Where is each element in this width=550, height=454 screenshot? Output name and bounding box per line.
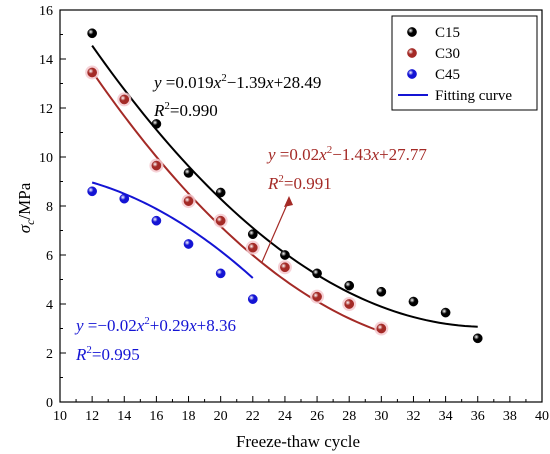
legend-marker-c30 bbox=[407, 48, 417, 58]
x-tick-label: 30 bbox=[374, 409, 388, 424]
y-tick-label: 6 bbox=[46, 249, 53, 264]
data-point-c15 bbox=[440, 307, 451, 318]
x-tick-label: 16 bbox=[149, 409, 163, 424]
data-point-c15 bbox=[280, 250, 290, 260]
data-point-c30 bbox=[344, 299, 355, 309]
data-point-c15 bbox=[408, 296, 419, 307]
y-tick-label: 16 bbox=[39, 4, 53, 19]
y-axis: 0 2 4 6 8 10 12 14 16 bbox=[39, 4, 66, 411]
data-point-c30 bbox=[87, 67, 97, 78]
data-point-c30 bbox=[151, 160, 162, 171]
equation-c30: y =0.02x2−1.43x+27.77 bbox=[266, 144, 427, 164]
y-axis-subscript: c bbox=[23, 219, 37, 225]
x-tick-label: 40 bbox=[535, 409, 549, 424]
y-tick-label: 10 bbox=[39, 151, 53, 166]
annotation-arrow bbox=[261, 199, 290, 263]
x-tick-label: 32 bbox=[406, 409, 420, 424]
data-point-c15 bbox=[376, 286, 387, 297]
equation-c15: y =0.019x2−1.39x+28.49 bbox=[152, 72, 321, 92]
x-tick-label: 20 bbox=[214, 409, 228, 424]
data-point-c45 bbox=[215, 268, 226, 279]
legend-label-fitting-curve: Fitting curve bbox=[435, 88, 512, 104]
legend-marker-c45 bbox=[407, 69, 417, 79]
data-point-c15 bbox=[344, 280, 355, 291]
r2-c15: R2=0.990 bbox=[153, 100, 218, 120]
y-tick-label: 14 bbox=[39, 53, 53, 68]
data-point-c45 bbox=[247, 294, 258, 304]
x-tick-label: 34 bbox=[439, 409, 453, 424]
y-axis-unit: /MPa bbox=[15, 182, 34, 219]
x-tick-label: 14 bbox=[117, 409, 131, 424]
x-tick-label: 18 bbox=[182, 409, 196, 424]
y-tick-label: 4 bbox=[46, 298, 53, 313]
x-tick-label: 24 bbox=[278, 409, 292, 424]
data-point-c15 bbox=[87, 28, 97, 39]
data-point-c30 bbox=[376, 323, 387, 334]
data-point-c45 bbox=[119, 193, 130, 204]
legend-label-c15: C15 bbox=[435, 25, 460, 41]
legend-label-c45: C45 bbox=[435, 67, 460, 83]
data-point-c15 bbox=[472, 333, 483, 344]
legend-label-c30: C30 bbox=[435, 46, 460, 62]
y-tick-label: 8 bbox=[46, 200, 53, 215]
x-tick-label: 12 bbox=[85, 409, 99, 424]
equation-c45: y =−0.02x2+0.29x+8.36 bbox=[74, 315, 236, 335]
x-tick-label: 22 bbox=[246, 409, 260, 424]
x-tick-label: 38 bbox=[503, 409, 517, 424]
data-point-c15 bbox=[183, 168, 194, 178]
legend-marker-c15 bbox=[407, 27, 417, 37]
r2-c30: R2=0.991 bbox=[267, 173, 332, 193]
y-axis-symbol: σ bbox=[15, 224, 34, 233]
x-tick-label: 10 bbox=[53, 409, 67, 424]
data-point-c30 bbox=[183, 196, 194, 206]
data-point-c45 bbox=[151, 215, 162, 226]
y-tick-label: 0 bbox=[46, 396, 53, 411]
data-point-c30 bbox=[312, 291, 322, 302]
fit-curve-c45 bbox=[91, 181, 254, 279]
x-tick-label: 36 bbox=[471, 409, 485, 424]
data-point-c45 bbox=[183, 239, 194, 249]
data-point-c30 bbox=[247, 242, 258, 253]
x-tick-label: 26 bbox=[310, 409, 324, 424]
data-point-c15 bbox=[247, 229, 258, 240]
annotations: y =0.019x2−1.39x+28.49 R2=0.990 y =0.02x2−… bbox=[74, 72, 427, 364]
data-point-c30 bbox=[215, 215, 226, 226]
y-axis-title: σc/MPa bbox=[15, 182, 37, 233]
y-tick-label: 12 bbox=[39, 102, 53, 117]
data-point-c45 bbox=[87, 186, 97, 197]
arrow-head bbox=[284, 196, 293, 207]
fit-curve-c30 bbox=[91, 70, 382, 333]
data-points bbox=[85, 28, 483, 344]
data-point-c30 bbox=[280, 262, 290, 273]
data-point-c15 bbox=[151, 119, 162, 129]
legend: C15 C30 C45 Fitting curve bbox=[391, 15, 538, 111]
x-axis: 10 12 14 16 18 20 22 24 26 28 30 32 34 36 38 40 bbox=[53, 396, 549, 424]
data-point-c15 bbox=[312, 268, 322, 279]
r2-c45: R2=0.995 bbox=[75, 344, 140, 364]
x-axis-title: Freeze-thaw cycle bbox=[236, 432, 360, 451]
data-point-c30 bbox=[119, 94, 130, 105]
x-tick-label: 28 bbox=[342, 409, 356, 424]
y-tick-label: 2 bbox=[46, 347, 53, 362]
data-point-c15 bbox=[215, 187, 226, 198]
